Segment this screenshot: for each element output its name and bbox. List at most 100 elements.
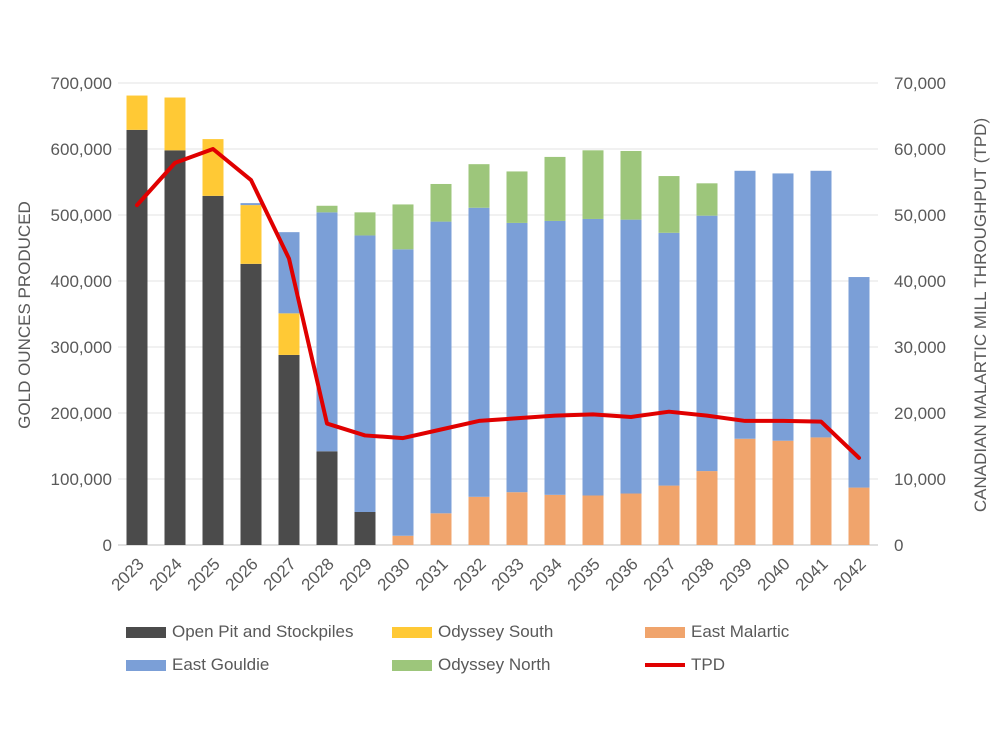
- right-y-tick-label: 70,000: [894, 74, 946, 93]
- left-y-tick-label: 100,000: [51, 470, 112, 489]
- bar-east-gouldie-2040: [772, 173, 794, 441]
- bar-east-gouldie-2039: [734, 170, 756, 439]
- x-tick-label: 2033: [488, 554, 528, 594]
- bar-open-pit-and-stockpiles-2025: [202, 195, 224, 546]
- left-y-tick-label: 400,000: [51, 272, 112, 291]
- x-tick-label: 2031: [412, 554, 452, 594]
- x-tick-label: 2039: [716, 554, 756, 594]
- bar-east-malartic-2030: [392, 535, 414, 545]
- bar-open-pit-and-stockpiles-2028: [316, 451, 338, 545]
- bar-open-pit-and-stockpiles-2023: [126, 129, 148, 546]
- bar-odyssey-south-2026: [240, 205, 262, 264]
- left-y-axis-label: GOLD OUNCES PRODUCED: [15, 201, 34, 429]
- bars: [126, 95, 870, 546]
- legend-item-tpd: TPD: [645, 655, 725, 675]
- bar-east-malartic-2033: [506, 492, 528, 545]
- right-y-tick-label: 60,000: [894, 140, 946, 159]
- x-tick-label: 2040: [754, 554, 794, 594]
- bar-east-gouldie-2032: [468, 207, 490, 497]
- left-y-tick-label: 200,000: [51, 404, 112, 423]
- legend-item-open-pit: Open Pit and Stockpiles: [126, 622, 353, 642]
- bar-open-pit-and-stockpiles-2027: [278, 354, 300, 545]
- bar-east-gouldie-2030: [392, 249, 414, 536]
- bar-east-gouldie-2034: [544, 220, 566, 495]
- bar-east-malartic-2036: [620, 493, 642, 545]
- bar-east-malartic-2032: [468, 496, 490, 545]
- left-y-tick-label: 300,000: [51, 338, 112, 357]
- legend-swatch: [126, 659, 166, 671]
- x-tick-label: 2038: [678, 554, 718, 594]
- bar-odyssey-north-2032: [468, 164, 490, 208]
- x-tick-label: 2042: [830, 554, 870, 594]
- legend-swatch: [126, 626, 166, 638]
- legend-item-odyssey-north: Odyssey North: [392, 655, 550, 675]
- bar-odyssey-south-2023: [126, 95, 148, 130]
- legend-swatch: [645, 626, 685, 638]
- bar-east-malartic-2035: [582, 495, 604, 545]
- legend-label: Odyssey North: [438, 655, 551, 674]
- legend-item-odyssey-south: Odyssey South: [392, 622, 553, 642]
- x-ticks: 2023202420252026202720282029203020312032…: [108, 554, 870, 594]
- x-tick-label: 2027: [260, 554, 300, 594]
- bar-east-malartic-2039: [734, 438, 756, 545]
- legend-swatch: [392, 626, 432, 638]
- right-y-axis-label: CANADIAN MALARTIC MILL THROUGHPUT (TPD): [971, 118, 990, 512]
- bar-east-gouldie-2035: [582, 218, 604, 496]
- bar-odyssey-north-2037: [658, 176, 680, 233]
- bar-odyssey-north-2033: [506, 171, 528, 223]
- bar-east-malartic-2041: [810, 437, 832, 545]
- bar-east-gouldie-2042: [848, 277, 870, 488]
- bar-odyssey-north-2028: [316, 205, 338, 213]
- bar-open-pit-and-stockpiles-2026: [240, 263, 262, 545]
- right-y-tick-label: 30,000: [894, 338, 946, 357]
- bar-east-malartic-2034: [544, 494, 566, 545]
- x-tick-label: 2023: [108, 554, 148, 594]
- bar-east-gouldie-2026: [240, 203, 262, 206]
- right-y-tick-label: 20,000: [894, 404, 946, 423]
- bar-east-malartic-2040: [772, 440, 794, 545]
- bar-odyssey-north-2036: [620, 150, 642, 220]
- x-tick-label: 2037: [640, 554, 680, 594]
- x-tick-label: 2036: [602, 554, 642, 594]
- bar-east-gouldie-2038: [696, 215, 718, 472]
- bar-odyssey-south-2024: [164, 97, 186, 151]
- bar-east-gouldie-2033: [506, 222, 528, 493]
- legend-item-east-gouldie: East Gouldie: [126, 655, 269, 675]
- x-tick-label: 2035: [564, 554, 604, 594]
- x-tick-label: 2032: [450, 554, 490, 594]
- bar-east-gouldie-2037: [658, 232, 680, 486]
- x-tick-label: 2041: [792, 554, 832, 594]
- bar-odyssey-north-2034: [544, 156, 566, 221]
- bar-odyssey-north-2029: [354, 212, 376, 236]
- left-y-tick-label: 600,000: [51, 140, 112, 159]
- bar-east-malartic-2031: [430, 513, 452, 545]
- x-tick-label: 2034: [526, 554, 566, 594]
- tpd-line: [135, 147, 861, 460]
- x-tick-label: 2025: [184, 554, 224, 594]
- bar-east-malartic-2037: [658, 485, 680, 545]
- left-y-tick-label: 700,000: [51, 74, 112, 93]
- legend-label: Odyssey South: [438, 622, 554, 641]
- legend-swatch: [392, 659, 432, 671]
- bar-odyssey-north-2038: [696, 183, 718, 216]
- legend-label: East Malartic: [691, 622, 790, 641]
- bar-east-gouldie-2031: [430, 221, 452, 514]
- left-y-tick-label: 500,000: [51, 206, 112, 225]
- x-tick-label: 2026: [222, 554, 262, 594]
- right-y-ticks: 0 10,000 20,000 30,000 40,000 50,000 60,000 70,…: [894, 74, 946, 555]
- x-tick-label: 2030: [374, 554, 414, 594]
- bar-east-gouldie-2041: [810, 170, 832, 438]
- bar-east-gouldie-2036: [620, 219, 642, 494]
- tpd-line-layer: [135, 147, 861, 460]
- left-y-ticks: 0 100,000 200,000 300,000 400,000 500,000 600,…: [51, 74, 112, 555]
- right-y-tick-label: 40,000: [894, 272, 946, 291]
- right-y-tick-label: 10,000: [894, 470, 946, 489]
- bar-east-malartic-2038: [696, 471, 718, 545]
- bar-odyssey-north-2031: [430, 183, 452, 222]
- right-y-tick-label: 0: [894, 536, 903, 555]
- bar-open-pit-and-stockpiles-2024: [164, 150, 186, 545]
- bar-odyssey-south-2027: [278, 313, 300, 355]
- right-y-tick-label: 50,000: [894, 206, 946, 225]
- bar-east-gouldie-2029: [354, 235, 376, 512]
- gridlines: [118, 82, 878, 546]
